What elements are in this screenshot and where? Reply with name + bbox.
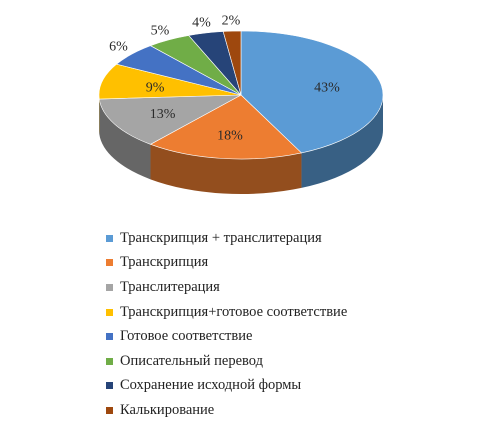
legend-item: Транслитерация bbox=[106, 275, 347, 300]
pie-data-label: 43% bbox=[314, 80, 340, 95]
legend-item: Калькирование bbox=[106, 398, 347, 423]
chart-legend: Транскрипция + транслитерация Транскрипци… bbox=[106, 226, 347, 423]
pie-data-label: 9% bbox=[146, 80, 165, 95]
pie-slice-side bbox=[99, 99, 151, 180]
legend-label: Транскрипция bbox=[120, 254, 209, 271]
legend-swatch bbox=[106, 259, 113, 267]
legend-label: Транслитерация bbox=[120, 278, 220, 295]
legend-item: Описательный перевод bbox=[106, 349, 347, 374]
legend-label: Транскрипция + транслитерация bbox=[120, 229, 322, 246]
legend-swatch bbox=[106, 283, 113, 291]
pie-slice bbox=[98, 63, 242, 100]
pie-slice bbox=[222, 30, 242, 96]
pie-data-labels: 43% 18% 13% 9% 6% 5% 4% 2% bbox=[109, 14, 340, 144]
legend-item: Сохранение исходной формы bbox=[106, 374, 347, 399]
pie-slice bbox=[240, 30, 384, 154]
legend-swatch bbox=[106, 406, 113, 414]
pie-slice-side bbox=[150, 144, 302, 194]
legend-item: Транскрипция bbox=[106, 251, 347, 276]
pie-slices bbox=[98, 30, 384, 160]
pie-slice bbox=[98, 94, 242, 145]
pie-slice-side bbox=[301, 95, 383, 188]
pie-plot-area: 43% 18% 13% 9% 6% 5% 4% 2% bbox=[98, 14, 384, 194]
pie-data-label: 5% bbox=[151, 23, 170, 38]
pie-side-walls bbox=[99, 95, 383, 194]
legend-swatch bbox=[106, 308, 113, 316]
pie-data-label: 6% bbox=[109, 39, 128, 54]
legend-label: Калькирование bbox=[120, 401, 215, 418]
legend-item: Готовое соответствие bbox=[106, 324, 347, 349]
legend-swatch bbox=[106, 333, 113, 341]
legend-swatch bbox=[106, 357, 113, 365]
pie-data-label: 13% bbox=[150, 107, 176, 122]
legend-swatch bbox=[106, 234, 113, 242]
legend-label: Готовое соответствие bbox=[120, 328, 253, 345]
legend-swatch bbox=[106, 382, 113, 390]
pie-data-label: 2% bbox=[222, 14, 241, 29]
legend-label: Транскрипция+готовое соответствие bbox=[120, 303, 348, 320]
pie-data-label: 4% bbox=[192, 16, 211, 31]
legend-item: Транскрипция + транслитерация bbox=[106, 226, 347, 251]
legend-label: Описательный перевод bbox=[120, 352, 264, 369]
pie-data-label: 18% bbox=[217, 128, 243, 143]
legend-item: Транскрипция+готовое соответствие bbox=[106, 300, 347, 325]
legend-label: Сохранение исходной формы bbox=[120, 377, 302, 394]
pie-slice bbox=[149, 94, 303, 160]
